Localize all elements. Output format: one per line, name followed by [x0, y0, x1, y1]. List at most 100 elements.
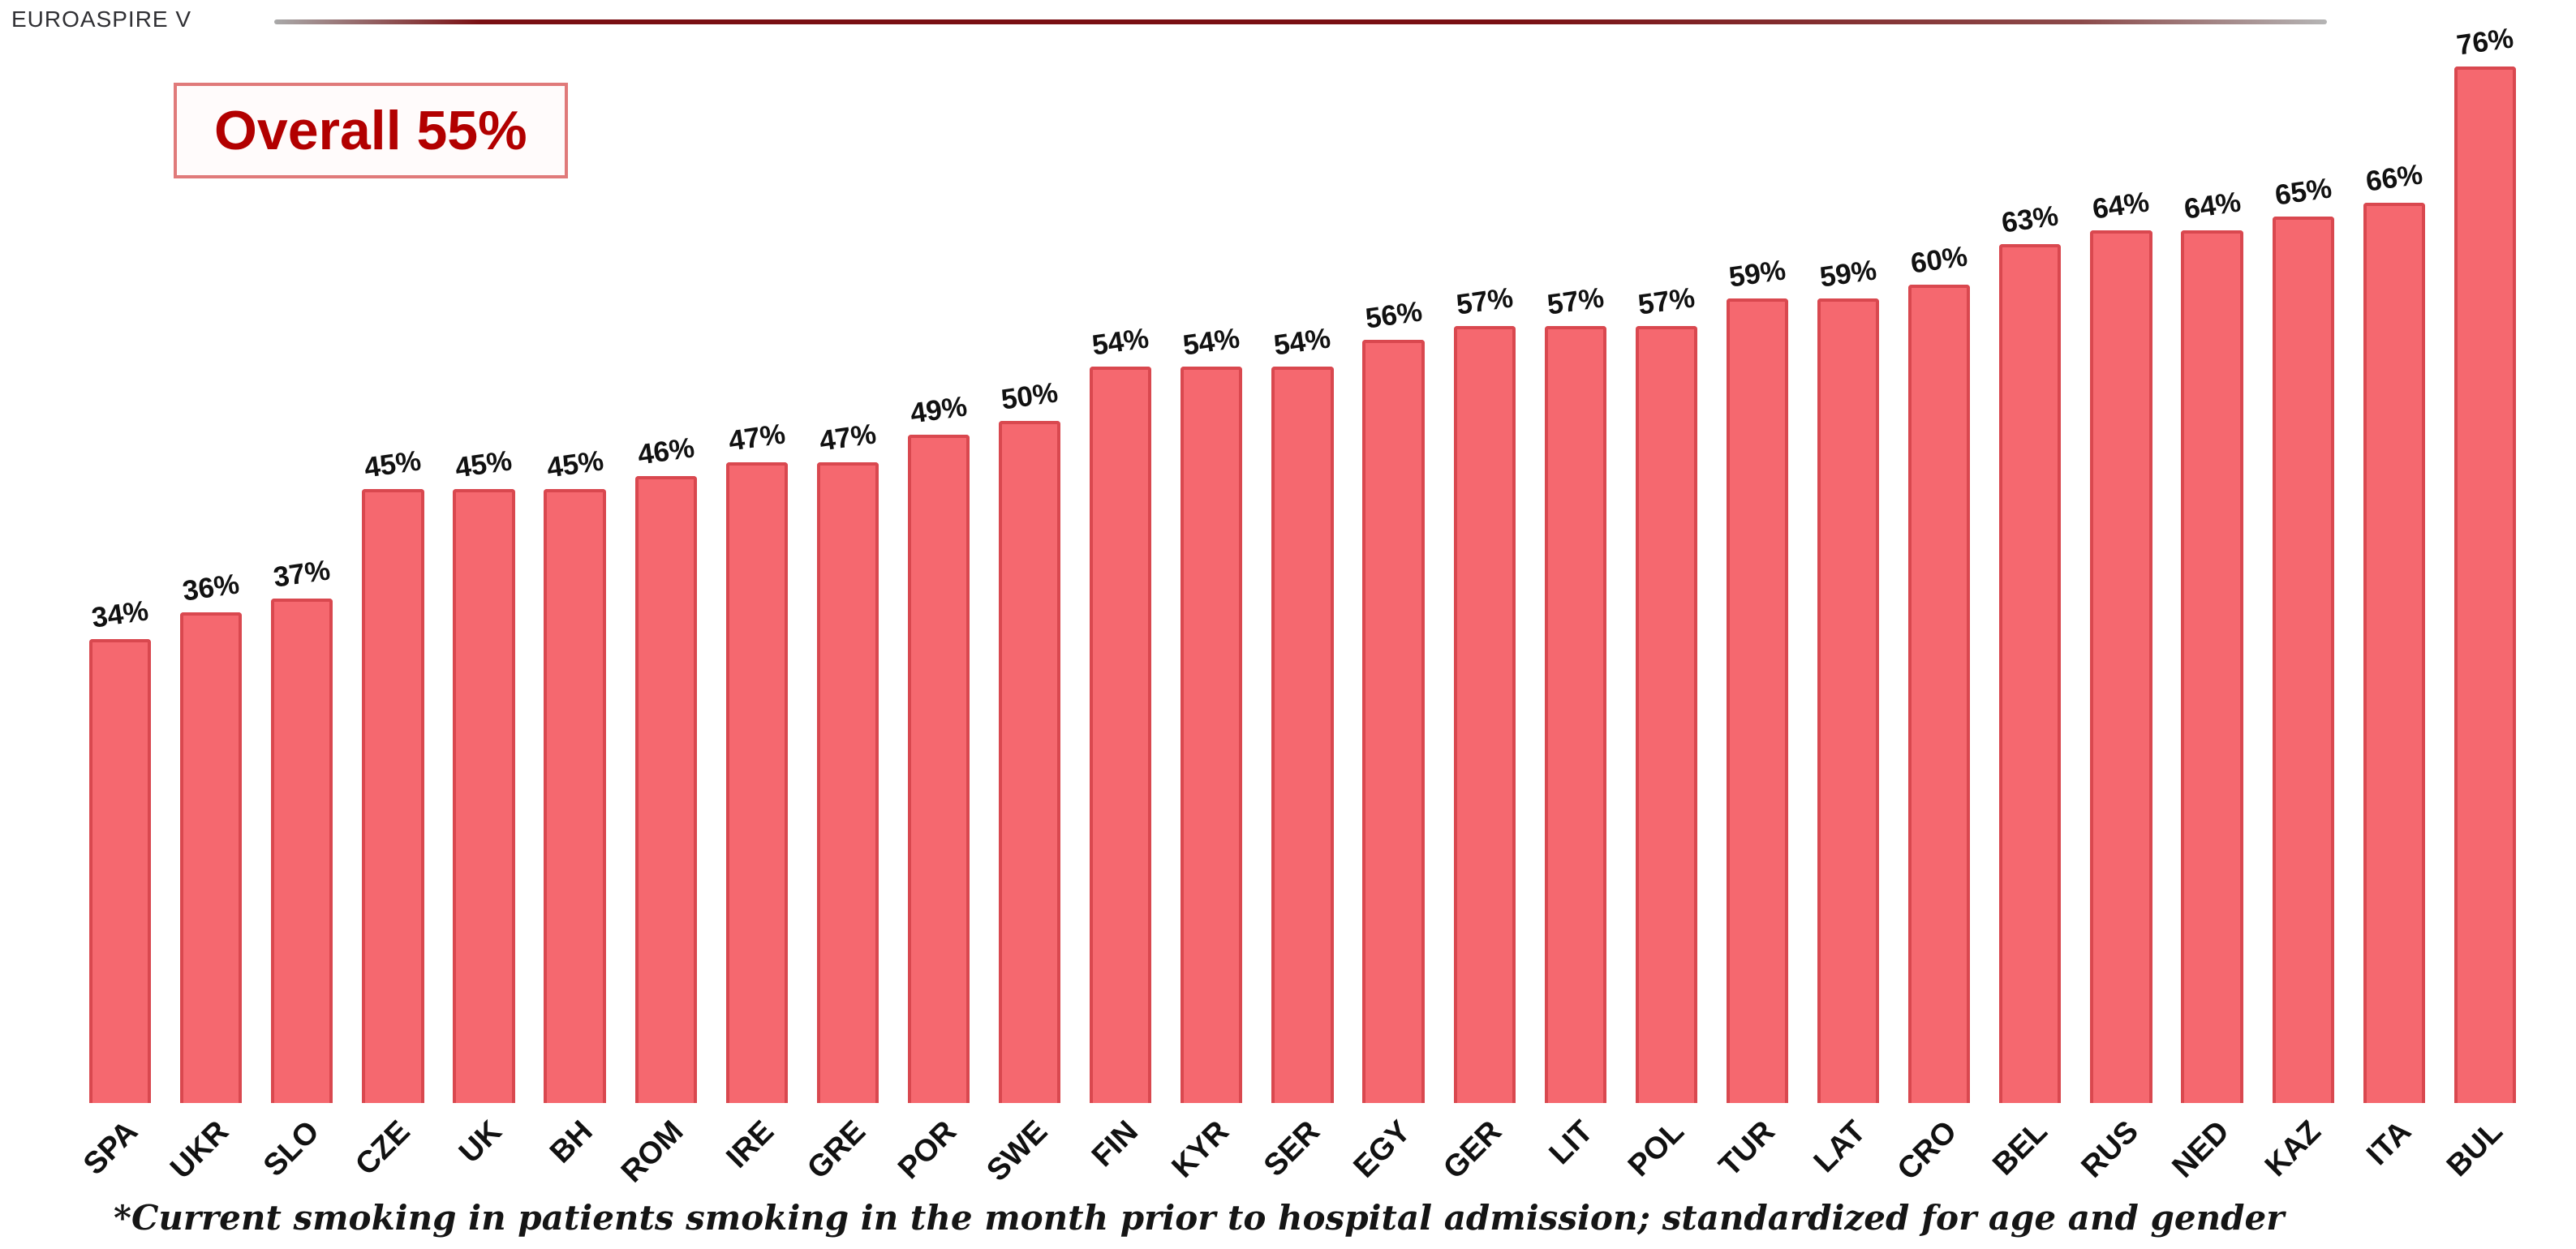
x-axis-label: POR — [891, 1114, 963, 1186]
x-axis-label: BEL — [1986, 1114, 2055, 1182]
x-axis-label: GER — [1437, 1114, 1509, 1186]
bar-value-label: 57% — [1545, 281, 1606, 321]
bar-value-label: 57% — [1636, 281, 1697, 321]
x-axis-label: BH — [543, 1114, 600, 1170]
bar-value-label: 66% — [2363, 158, 2425, 199]
x-axis-label: SER — [1258, 1114, 1327, 1183]
bar — [1544, 325, 1606, 1103]
x-axis-label: SWE — [979, 1114, 1054, 1188]
overall-badge-label: Overall 55% — [214, 100, 527, 161]
bar-group: 54% FIN — [1075, 12, 1166, 1174]
x-axis-label: KYR — [1165, 1114, 1236, 1185]
bar-value-label: 45% — [544, 444, 605, 485]
x-axis-label: RUS — [2075, 1114, 2146, 1185]
bar-value-label: 63% — [1999, 200, 2061, 239]
x-axis-label: LIT — [1542, 1114, 1600, 1171]
bar-group: 50% SWE — [980, 12, 1075, 1188]
bar — [362, 489, 424, 1103]
bar — [1090, 367, 1152, 1103]
x-axis-label: TUR — [1712, 1114, 1782, 1183]
bar — [907, 435, 970, 1103]
bar-value-label: 64% — [2090, 186, 2152, 225]
bar-value-label: 76% — [2454, 22, 2516, 62]
overall-badge: Overall 55% — [174, 83, 568, 178]
bar — [1271, 367, 1334, 1103]
bar — [180, 612, 243, 1103]
bar — [2181, 230, 2243, 1103]
x-axis-label: ROM — [615, 1114, 690, 1190]
x-axis-label: EGY — [1347, 1114, 1418, 1185]
bar-group: 36% UKR — [164, 12, 256, 1186]
bar — [634, 475, 697, 1103]
x-axis-label: POL — [1621, 1114, 1691, 1183]
bar-value-label: 54% — [1090, 322, 1151, 362]
bar — [999, 421, 1061, 1103]
bar — [1726, 298, 1789, 1103]
bar — [1817, 298, 1880, 1103]
x-axis-label: SPA — [76, 1114, 144, 1182]
bar-value-label: 54% — [1271, 322, 1333, 362]
bar-group: 46% ROM — [615, 12, 712, 1189]
bar-value-label: 57% — [1454, 281, 1516, 321]
x-axis-label: CRO — [1890, 1114, 1963, 1187]
x-axis-label: SLO — [257, 1114, 326, 1183]
bar-group: 37% SLO — [256, 12, 347, 1183]
x-axis-label: FIN — [1085, 1114, 1145, 1174]
footnote: *Current smoking in patients smoking in … — [114, 1198, 2285, 1238]
bar-group: 54% KYR — [1166, 12, 1257, 1184]
bar-value-label: 34% — [89, 594, 151, 635]
x-axis-label: LAT — [1807, 1114, 1873, 1179]
bar — [2363, 203, 2425, 1103]
x-axis-label: UK — [452, 1114, 509, 1170]
bar-group: 54% SER — [1257, 12, 1348, 1183]
bar-value-label: 60% — [1908, 240, 1970, 280]
bar-value-label: 64% — [2182, 186, 2243, 225]
bar-value-label: 50% — [999, 376, 1060, 417]
bar — [2272, 217, 2334, 1103]
bar-value-label: 46% — [635, 431, 697, 471]
bar-group: 59% LAT — [1803, 12, 1894, 1179]
x-axis-label: GRE — [800, 1114, 872, 1186]
bar-group: 45% UK — [438, 12, 529, 1170]
bar-group: 60% CRO — [1891, 12, 1985, 1187]
bar-value-label: 47% — [817, 418, 879, 457]
bar-value-label: 54% — [1180, 322, 1242, 362]
x-axis-label: NED — [2165, 1114, 2237, 1185]
bar-group: 45% CZE — [347, 12, 438, 1182]
bar — [1908, 285, 1971, 1103]
bar-group: 66% ITA — [2349, 12, 2440, 1172]
bar-group: 63% BEL — [1985, 12, 2075, 1182]
bar-group: 76% BUL — [2440, 12, 2531, 1183]
bar — [1635, 325, 1698, 1103]
bar-group: 49% POR — [892, 12, 984, 1186]
bar-group: 59% TUR — [1712, 12, 1803, 1183]
bar-group: 64% RUS — [2075, 12, 2166, 1184]
bar — [1999, 243, 2062, 1103]
bar-value-label: 47% — [726, 418, 788, 457]
bar — [1362, 339, 1425, 1103]
bar-value-label: 36% — [180, 568, 242, 607]
bar-group: 34% SPA — [75, 12, 166, 1182]
bar-group: 57% POL — [1621, 12, 1712, 1183]
bar-value-label: 49% — [908, 390, 970, 430]
bar — [544, 489, 606, 1103]
bar — [1180, 367, 1243, 1103]
bar — [88, 639, 152, 1103]
bar — [2090, 230, 2152, 1103]
bar-group: 65% KAZ — [2258, 12, 2349, 1183]
x-axis-label: KAZ — [2258, 1114, 2328, 1183]
bar-group: 64% NED — [2166, 12, 2258, 1184]
bar-group: 47% IRE — [712, 12, 802, 1175]
bar-chart: 34% SPA 36% UKR 37% SLO 45% CZE 45% UK 45% BH 46% ROM… — [75, 12, 2531, 1189]
x-axis-label: CZE — [349, 1114, 418, 1182]
bar-value-label: 37% — [271, 554, 333, 594]
x-axis-label: UKR — [163, 1114, 235, 1186]
bar-value-label: 65% — [2273, 172, 2334, 212]
bar-group: 47% GRE — [801, 12, 893, 1186]
x-axis-label: BUL — [2440, 1114, 2509, 1183]
bar — [816, 461, 879, 1103]
bar-value-label: 45% — [362, 444, 424, 485]
bar-group: 56% EGY — [1348, 12, 1439, 1184]
bar-value-label: 56% — [1363, 294, 1424, 335]
bar-group: 57% LIT — [1530, 12, 1621, 1171]
